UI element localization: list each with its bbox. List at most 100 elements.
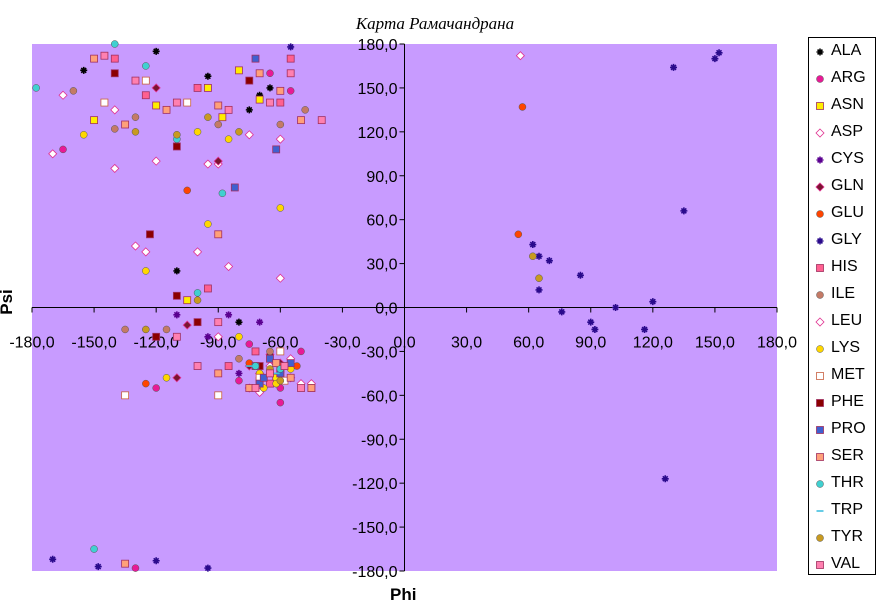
data-point-pro [255, 379, 264, 388]
data-point-ile [214, 120, 222, 129]
legend-label: LEU [831, 312, 863, 329]
data-point-ala [173, 267, 181, 275]
x-tick-label: -60,0 [262, 335, 299, 352]
legend-marker-thr [816, 480, 824, 488]
legend-marker [816, 210, 824, 218]
data-point-gln [182, 320, 192, 330]
data-point-leu [213, 332, 223, 342]
data-point-glu [518, 103, 527, 111]
data-point-ile [301, 106, 309, 114]
legend-marker [816, 561, 824, 569]
x-tick-label: 150,0 [695, 335, 735, 352]
data-point-met [141, 76, 150, 85]
legend-marker-arg [816, 75, 824, 83]
data-point-arg [245, 340, 254, 348]
legend-label: LYS [831, 339, 861, 356]
legend-item-glu: GLU [809, 200, 877, 227]
legend-item-gly: GLY [809, 227, 877, 254]
legend-marker-asp [815, 128, 825, 138]
data-point-val [172, 98, 181, 107]
legend-marker-ser [816, 453, 824, 461]
legend-marker [815, 128, 825, 138]
data-point-ile [121, 325, 129, 334]
legend-label: MET [831, 366, 865, 383]
legend-label: THR [831, 474, 864, 491]
y-tick-label: 180,0 [357, 37, 397, 54]
data-point-phe [152, 332, 161, 341]
data-point-thr [142, 62, 150, 70]
x-tick-label: 180,0 [757, 335, 797, 352]
legend-label: ILE [831, 285, 856, 302]
legend-item-met: MET [809, 362, 877, 389]
data-point-ser [121, 120, 130, 129]
data-point-ala [235, 318, 243, 326]
data-point-tyr [235, 128, 243, 136]
x-tick-label: 120,0 [633, 335, 673, 352]
data-point-asn [235, 66, 243, 75]
legend-marker [816, 372, 824, 380]
data-point-gly [612, 304, 620, 311]
data-point-lys [276, 204, 285, 212]
y-tick-label: -90,0 [361, 432, 398, 449]
legend-label: ARG [831, 69, 866, 86]
data-point-ile [235, 354, 243, 363]
data-point-his [193, 84, 202, 92]
data-point-gly [94, 563, 102, 571]
data-point-lys [193, 128, 202, 136]
data-point-asn [255, 95, 264, 104]
data-point-his [141, 91, 150, 100]
legend-label: ALA [831, 42, 862, 59]
data-point-phe [193, 318, 202, 327]
data-point-gly [680, 207, 688, 215]
y-tick-label: 0,0 [375, 301, 397, 318]
data-point-arg [297, 347, 305, 356]
data-point-val [193, 362, 202, 370]
legend-item-val: VAL [809, 551, 877, 578]
data-point-ser [214, 369, 223, 378]
legend-marker-met [816, 372, 824, 380]
data-point-gly [529, 241, 537, 249]
data-point-met [276, 347, 285, 356]
legend-marker [816, 453, 824, 461]
data-point-ile [162, 325, 171, 334]
legend-item-trp: TRP [809, 497, 877, 524]
data-point-gly [661, 475, 669, 483]
data-point-val [280, 362, 289, 370]
legend-marker [816, 426, 824, 434]
data-point-val [297, 384, 305, 392]
data-point-val [266, 98, 274, 107]
x-axis-label: Phi [390, 585, 417, 604]
data-point-asp [275, 273, 285, 283]
data-point-ser [286, 373, 295, 382]
x-tick-label: 90,0 [575, 335, 606, 352]
legend-item-asp: ASP [809, 119, 877, 146]
data-point-arg [276, 398, 285, 407]
data-point-lys [204, 220, 212, 228]
data-point-arg [235, 376, 243, 385]
data-point-asn [204, 84, 212, 92]
data-point-lys [79, 131, 88, 139]
data-point-gly [287, 43, 295, 51]
legend-marker-pro [816, 426, 824, 434]
data-point-pro [272, 145, 281, 154]
data-point-gly [558, 308, 566, 316]
data-point-his [276, 98, 285, 107]
y-tick-label: -180,0 [352, 564, 397, 581]
data-point-tyr [535, 274, 543, 282]
data-point-tyr [131, 128, 140, 136]
data-point-gly [49, 555, 57, 563]
data-point-ser [90, 54, 98, 63]
data-point-his [286, 54, 295, 63]
y-tick-label: 90,0 [366, 169, 397, 186]
data-point-his [204, 284, 212, 293]
data-point-gly [715, 49, 723, 57]
data-point-val [172, 332, 181, 341]
legend-item-cys: CYS [809, 146, 877, 173]
legend-marker [816, 264, 824, 272]
x-tick-label: -30,0 [324, 335, 361, 352]
x-tick-label: 0,0 [393, 335, 415, 352]
legend-item-tyr: TYR [809, 524, 877, 551]
data-point-val [317, 116, 326, 125]
data-point-pro [251, 54, 260, 63]
legend-marker-val [816, 561, 824, 569]
